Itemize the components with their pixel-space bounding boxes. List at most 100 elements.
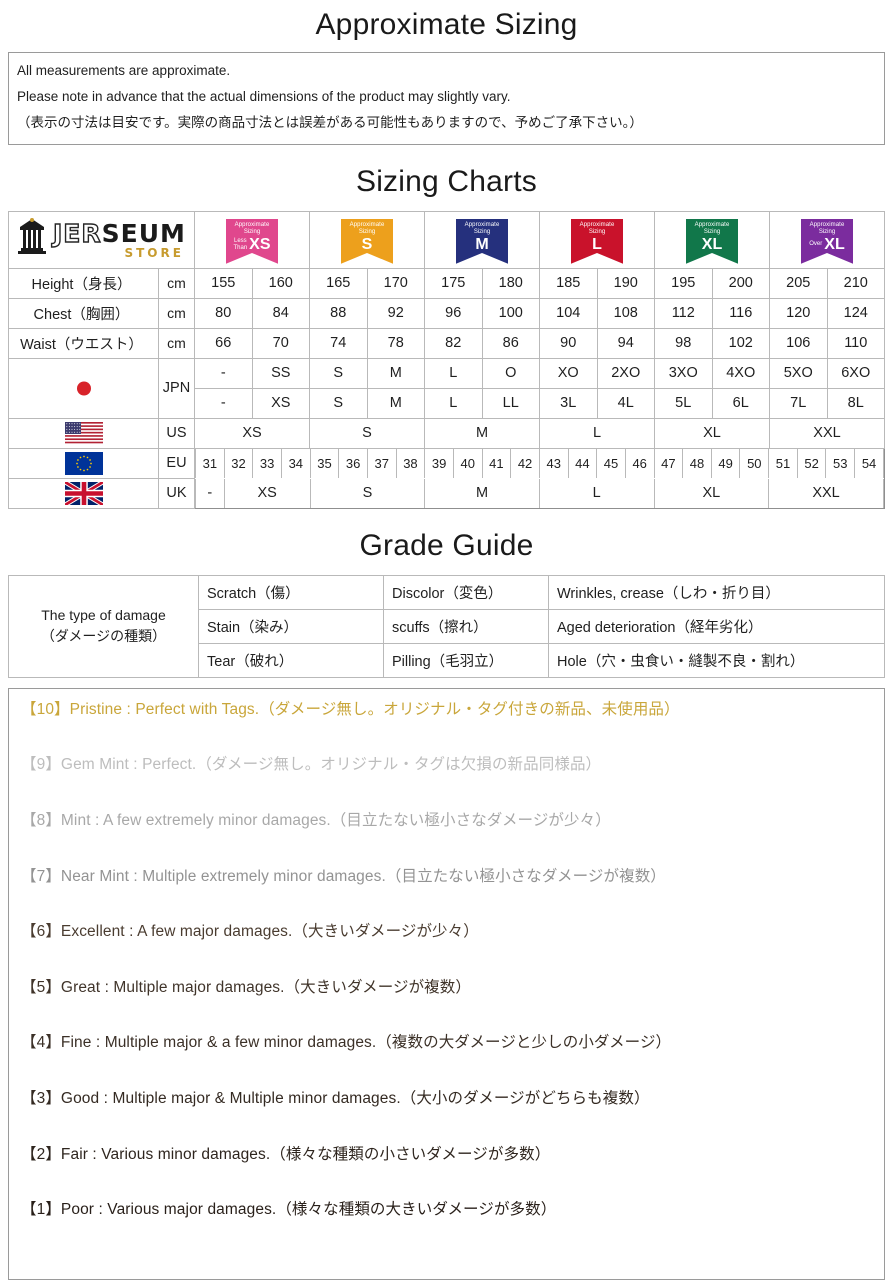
- jpn-size-a: XO: [539, 357, 598, 389]
- eu-size-value: 33: [252, 449, 282, 479]
- badge-cell-3: Approximate Sizing L: [539, 210, 655, 269]
- jpn-size-b: 6L: [711, 387, 770, 419]
- jpn-size-b: L: [424, 387, 483, 419]
- badge-line-approximate: Approximate: [579, 221, 615, 228]
- uk-size-group: XL: [653, 478, 770, 508]
- eu-size-value: 51: [768, 449, 798, 479]
- eu-size-value: 45: [596, 449, 626, 479]
- badge-line-approximate: Approximate: [464, 221, 500, 228]
- jpn-size-b: 7L: [769, 387, 828, 419]
- grade-item-4: 【4】Fine : Multiple major & a few minor d…: [21, 1034, 672, 1052]
- measure-label: Waist（ウエスト）: [8, 327, 159, 359]
- eu-size-value: 42: [510, 449, 540, 479]
- measure-value: 124: [826, 297, 885, 329]
- damage-type-heading: The type of damage （ダメージの種類）: [8, 574, 199, 678]
- notice-line-1: All measurements are approximate.: [17, 63, 231, 78]
- badge-cell-0: Approximate Sizing Less Than XS: [194, 210, 310, 269]
- eu-size-value: 49: [710, 449, 741, 479]
- region-row-jpn-b: - XS S M L LL 3L 4L 5L 6L 7L 8L: [9, 387, 885, 419]
- page-title-approximate-sizing: Approximate Sizing: [315, 8, 578, 41]
- section-title-sizing-charts: Sizing Charts: [355, 164, 537, 198]
- jpn-size-a: SS: [251, 357, 310, 389]
- badge-size-label: XL: [701, 235, 723, 253]
- measure-unit: cm: [158, 267, 195, 299]
- notice-line-3: （表示の寸法は目安です。実際の商品寸法とは誤差がある可能性もありますので、予めご…: [17, 114, 643, 130]
- jpn-size-a: 5XO: [769, 357, 828, 389]
- measure-value: 190: [596, 267, 655, 299]
- region-name-uk: UK: [158, 477, 195, 509]
- eu-size-value: 35: [309, 449, 340, 479]
- badge-line-sizing: Sizing: [703, 228, 721, 235]
- damage-type-cell: Stain（染み）: [198, 608, 384, 644]
- measure-value: 200: [711, 267, 770, 299]
- measure-value: 90: [539, 327, 598, 359]
- damage-row-0: The type of damage （ダメージの種類） Scratch（傷） Dis…: [8, 574, 885, 678]
- eu-size-value: 36: [338, 449, 368, 479]
- eu-size-value: 54: [854, 449, 884, 479]
- eu-size-value: 50: [739, 449, 770, 479]
- uk-flag-icon: [64, 481, 103, 505]
- jpn-size-b: S: [309, 387, 368, 419]
- jpn-flag-cell: [8, 357, 159, 419]
- jpn-size-b: LL: [481, 387, 540, 419]
- badge-size-label: M: [475, 235, 489, 253]
- measure-value: 92: [366, 297, 425, 329]
- measure-value: 94: [596, 327, 655, 359]
- region-name-eu: EU: [158, 447, 195, 479]
- eu-size-value: 53: [825, 449, 856, 479]
- badge-line-sizing: Sizing: [818, 228, 836, 235]
- damage-type-cell: Hole（穴・虫食い・縫製不良・割れ）: [548, 642, 885, 678]
- size-badge-m: Approximate Sizing M: [456, 216, 508, 264]
- badge-line-approximate: Approximate: [694, 221, 730, 228]
- uk-size-group: L: [538, 478, 655, 508]
- eu-size-value: 48: [682, 449, 712, 479]
- badge-cell-2: Approximate Sizing M: [424, 210, 540, 269]
- region-row-uk: UK - XS S M L XL XXL: [8, 477, 885, 509]
- measure-value: 88: [309, 297, 368, 329]
- damage-type-cell: Aged deterioration（経年劣化）: [548, 608, 885, 644]
- uk-size-group: -: [195, 478, 225, 508]
- damage-type-cell: Tear（破れ）: [198, 642, 384, 678]
- jpn-size-b: 4L: [596, 387, 655, 419]
- measure-value: 104: [539, 297, 598, 329]
- uk-size-group: M: [424, 478, 540, 508]
- measure-value: 116: [711, 297, 770, 329]
- us-size-group: XXL: [769, 417, 885, 449]
- eu-size-value: 44: [567, 449, 598, 479]
- uk-size-group: XXL: [768, 478, 884, 508]
- measure-value: 78: [366, 327, 425, 359]
- measure-value: 170: [366, 267, 425, 299]
- jpn-size-b: 3L: [539, 387, 598, 419]
- eu-size-value: 39: [424, 449, 454, 479]
- grade-item-1: 【1】Poor : Various major damages.（様々な種類の大…: [21, 1201, 557, 1219]
- badge-size-label: Less Than XS: [233, 235, 271, 253]
- us-size-group: XS: [194, 417, 310, 449]
- grade-item-2: 【2】Fair : Various minor damages.（様々な種類の小…: [21, 1145, 551, 1163]
- eu-size-value: 40: [452, 449, 483, 479]
- measure-value: 100: [481, 297, 540, 329]
- badge-line-sizing: Sizing: [358, 228, 376, 235]
- eu-size-value: 34: [280, 449, 311, 479]
- brand-logo-cell: JER SEUM STORE: [8, 210, 195, 269]
- measure-value: 108: [596, 297, 655, 329]
- us-size-group: L: [539, 417, 655, 449]
- size-badge-l: Approximate Sizing L: [571, 216, 623, 264]
- measure-label: Height（身長）: [8, 267, 159, 299]
- damage-type-cell: scuffs（擦れ）: [383, 608, 549, 644]
- measure-value: 112: [654, 297, 713, 329]
- size-table-header-row: JER SEUM STORE Approximate Sizing Less Tha…: [8, 210, 885, 269]
- measure-value: 155: [194, 267, 253, 299]
- grade-list: 【10】Pristine : Perfect with Tags.（ダメージ無し…: [8, 687, 885, 1280]
- measure-label: Chest（胸囲）: [8, 297, 159, 329]
- eu-size-value: 31: [195, 449, 225, 479]
- damage-type-cell: Scratch（傷）: [198, 574, 384, 610]
- measure-value: 180: [481, 267, 540, 299]
- measurement-notice-box: All measurements are approximate. Please…: [8, 52, 885, 145]
- size-badge-s: Approximate Sizing S: [341, 216, 393, 264]
- jpn-size-b: -: [194, 387, 253, 419]
- badge-line-sizing: Sizing: [588, 228, 606, 235]
- damage-row-1: Stain（染み） scuffs（擦れ） Aged deterioration（経年…: [9, 608, 885, 644]
- jpn-size-a: 2XO: [596, 357, 655, 389]
- jpn-size-a: L: [424, 357, 483, 389]
- measure-value: 74: [309, 327, 368, 359]
